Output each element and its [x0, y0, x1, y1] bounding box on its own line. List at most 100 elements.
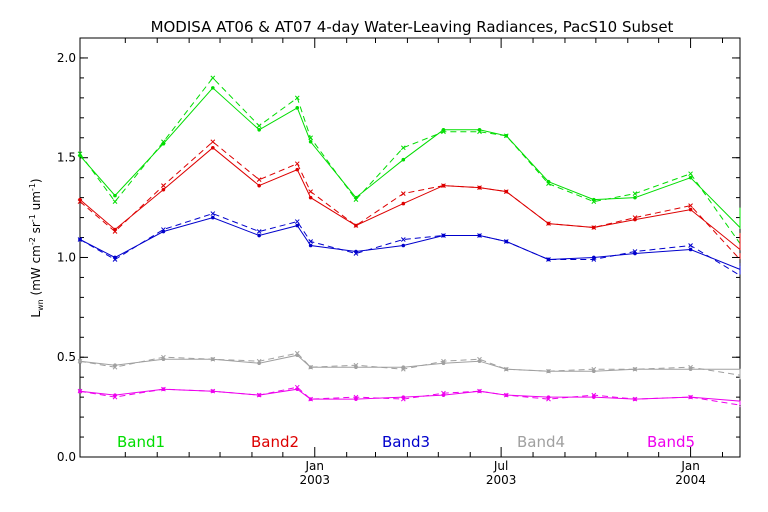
band1-point-dashed — [400, 145, 406, 151]
chart-title: MODISA AT06 & AT07 4-day Water-Leaving R… — [151, 18, 674, 36]
band1-point-dashed — [591, 199, 597, 204]
band5-point-dashed — [256, 392, 262, 398]
band2-point — [401, 201, 406, 206]
band2-point-dashed — [503, 189, 509, 194]
legend-band4: Band4 — [517, 433, 565, 451]
band3-point-dashed — [441, 233, 446, 238]
band2-point — [161, 187, 166, 192]
band5-point-dashed — [77, 388, 83, 394]
band5-point-dashed — [688, 394, 693, 400]
y-tick-label: 0.0 — [57, 450, 76, 464]
band2-point — [211, 145, 215, 150]
band5-solid-line — [79, 388, 741, 406]
band3-point-dashed — [256, 229, 262, 234]
band1-point — [633, 195, 637, 200]
band1-point — [257, 127, 261, 132]
band2-point — [257, 183, 261, 188]
band1-point — [688, 175, 693, 180]
band5-point-dashed — [308, 396, 313, 402]
plot-frame — [79, 37, 741, 458]
band1-point-dashed — [688, 171, 693, 177]
band4-point-dashed — [688, 364, 693, 370]
band5-point-dashed — [353, 394, 359, 400]
band2-point-dashed — [400, 191, 406, 196]
band4-point-dashed — [477, 356, 482, 362]
band2-point-dashed — [294, 161, 300, 167]
band5-point-dashed — [441, 390, 446, 396]
y-axis-label: Lwn (mW cm-2 sr-1 um-1) — [28, 178, 45, 317]
band3-point-dashed — [591, 257, 597, 262]
band2-point-dashed — [161, 183, 166, 189]
band2-point — [295, 167, 300, 172]
band3-point-dashed — [632, 249, 638, 254]
band2-dashed-line — [79, 141, 741, 261]
band2-point-dashed — [591, 225, 597, 230]
band2-point-dashed — [210, 139, 216, 145]
band4-point-dashed — [632, 366, 638, 372]
band3-point — [257, 233, 261, 238]
band1-point-dashed — [294, 95, 300, 101]
band3-point-dashed — [503, 239, 509, 244]
x-tick-label-month: Jul — [493, 459, 508, 473]
band4-point-dashed — [546, 368, 551, 374]
band3-point-dashed — [308, 239, 313, 244]
band4-point-dashed — [77, 358, 83, 364]
y-tick-label: 2.0 — [57, 51, 76, 65]
band3-point-dashed — [353, 251, 359, 256]
band2-point-dashed — [632, 215, 638, 220]
band5-point-dashed — [591, 392, 597, 398]
band3-point-dashed — [546, 257, 551, 262]
band4-point-dashed — [441, 358, 446, 364]
band5-point-dashed — [400, 396, 406, 402]
band5-point-dashed — [632, 396, 638, 402]
band1-point-dashed — [308, 135, 313, 141]
band4-point-dashed — [353, 362, 359, 368]
band1-point-dashed — [503, 133, 509, 139]
legend-band2: Band2 — [251, 433, 299, 451]
band3-point — [295, 223, 300, 228]
band3-point — [401, 243, 406, 248]
band1-point — [308, 139, 313, 144]
band2-point-dashed — [77, 199, 83, 204]
band3-point — [688, 247, 693, 252]
legend-band3: Band3 — [382, 433, 430, 451]
band2-solid-line — [79, 147, 741, 251]
band4-point-dashed — [210, 356, 216, 362]
y-tick-label: 1.0 — [57, 250, 76, 264]
band5-point-dashed — [112, 394, 118, 400]
band1-point-dashed — [210, 75, 216, 81]
band5-point-dashed — [294, 384, 300, 390]
series-band4 — [77, 350, 741, 380]
band1-dashed-line — [79, 77, 741, 246]
band3-point-dashed — [400, 237, 406, 242]
band3-point-dashed — [161, 227, 166, 232]
band2-point-dashed — [477, 185, 482, 190]
band5-point-dashed — [161, 386, 166, 392]
band3-point-dashed — [477, 233, 482, 238]
band5-point-dashed — [546, 396, 551, 402]
band4-point-dashed — [400, 366, 406, 372]
band2-point-dashed — [308, 189, 313, 194]
band2-point — [308, 195, 313, 200]
band4-point-dashed — [161, 354, 166, 360]
x-tick-label-year: 2003 — [299, 473, 330, 487]
band2-point-dashed — [353, 223, 359, 228]
band3-point-dashed — [210, 211, 216, 216]
band1-point-dashed — [161, 139, 166, 145]
series-band3 — [77, 211, 741, 277]
legend-band5: Band5 — [647, 433, 695, 451]
band4-point-dashed — [503, 366, 509, 372]
band5-point-dashed — [477, 388, 482, 394]
band3-point — [308, 243, 313, 248]
x-tick-label-year: 2004 — [675, 473, 706, 487]
band1-point — [401, 157, 406, 162]
series-layer — [77, 75, 741, 408]
band4-point-dashed — [308, 364, 313, 370]
y-tick-label: 1.5 — [57, 151, 76, 165]
band4-point-dashed — [112, 364, 118, 370]
band3-point — [211, 215, 215, 220]
band1-solid-line — [79, 87, 741, 229]
band4-point-dashed — [256, 358, 262, 364]
band2-point-dashed — [441, 183, 446, 189]
